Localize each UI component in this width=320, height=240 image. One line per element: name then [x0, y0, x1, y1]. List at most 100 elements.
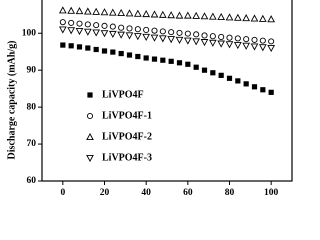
x-tick-label: 40: [141, 188, 151, 198]
data-point: [100, 30, 109, 38]
data-point: [201, 67, 208, 73]
data-point: [151, 56, 158, 62]
data-point: [167, 36, 176, 44]
data-point: [117, 31, 126, 39]
data-point: [192, 38, 201, 46]
x-tick-label: 100: [264, 188, 279, 198]
data-point: [167, 11, 176, 19]
data-point: [260, 87, 266, 93]
data-point: [92, 7, 101, 15]
data-point: [193, 64, 199, 70]
x-tick-label: 20: [100, 188, 110, 198]
data-point: [175, 11, 184, 19]
legend-label: LiVPO4F-3: [102, 152, 152, 163]
data-point: [258, 14, 267, 22]
data-point: [92, 29, 101, 37]
data-point: [150, 34, 159, 42]
y-axis-label: Discharge capacity (mAh/g): [6, 41, 17, 160]
y-tick-label: 60: [27, 176, 37, 186]
data-point: [233, 13, 242, 21]
data-point: [258, 44, 267, 52]
data-point: [250, 43, 259, 51]
data-point: [125, 32, 134, 40]
data-point: [68, 43, 74, 49]
data-point: [268, 89, 274, 95]
data-point: [201, 32, 208, 39]
data-point: [75, 7, 84, 15]
data-point: [60, 42, 66, 48]
data-point: [101, 48, 108, 54]
y-tick-label: 90: [27, 65, 37, 75]
data-point: [158, 35, 167, 43]
legend-symbol: [86, 112, 94, 120]
data-point: [251, 36, 258, 43]
data-point: [83, 28, 92, 36]
data-point: [160, 57, 166, 63]
data-point: [250, 14, 259, 22]
data-point: [151, 27, 158, 34]
data-point: [117, 8, 126, 16]
data-point: [185, 61, 191, 67]
data-point: [67, 27, 76, 35]
data-point: [200, 39, 209, 47]
data-point: [226, 34, 233, 41]
data-point: [168, 29, 175, 36]
data-point: [76, 44, 83, 50]
data-point: [75, 27, 84, 36]
data-point: [210, 70, 216, 76]
data-point: [225, 41, 234, 49]
data-point: [218, 72, 224, 78]
data-point: [159, 28, 166, 35]
data-point: [83, 7, 92, 15]
data-point: [183, 37, 192, 45]
data-point: [243, 36, 250, 43]
data-point: [68, 19, 75, 26]
data-point: [108, 8, 117, 16]
data-point: [218, 33, 225, 40]
legend-label: LiVPO4F-1: [102, 110, 152, 121]
data-point: [176, 60, 183, 66]
legend-label: LiVPO4F: [102, 89, 144, 100]
data-point: [93, 22, 100, 29]
x-tick-label: 60: [183, 188, 193, 198]
data-point: [259, 37, 266, 44]
data-point: [150, 10, 159, 18]
data-point: [100, 8, 109, 16]
data-point: [208, 12, 217, 20]
data-point: [175, 36, 184, 44]
data-point: [133, 33, 142, 41]
data-point: [109, 23, 116, 30]
data-point: [242, 14, 251, 22]
data-point: [225, 13, 234, 21]
x-tick-label: 0: [60, 188, 65, 198]
data-point: [135, 53, 141, 60]
data-point: [251, 84, 258, 90]
data-point: [142, 9, 151, 18]
data-point: [183, 11, 192, 19]
data-point: [217, 40, 226, 48]
data-point: [217, 12, 226, 21]
data-point: [67, 6, 76, 14]
y-tick-label: 70: [27, 139, 37, 149]
data-point: [267, 15, 276, 23]
data-point: [226, 75, 233, 81]
data-point: [134, 26, 141, 33]
data-point: [233, 42, 242, 50]
data-point: [209, 33, 216, 40]
data-point: [58, 26, 67, 34]
legend-symbol: [87, 92, 93, 98]
data-point: [242, 42, 251, 50]
data-point: [243, 81, 249, 87]
legend-symbol: [86, 132, 94, 141]
data-point: [235, 78, 241, 84]
data-point: [143, 55, 149, 61]
data-point: [234, 35, 241, 42]
data-point: [192, 11, 201, 19]
data-point: [108, 30, 117, 39]
data-point: [76, 20, 83, 27]
data-point: [142, 33, 151, 41]
y-tick-label: 80: [27, 102, 37, 112]
data-point: [267, 44, 276, 53]
data-point: [58, 6, 67, 14]
data-point: [126, 25, 133, 32]
